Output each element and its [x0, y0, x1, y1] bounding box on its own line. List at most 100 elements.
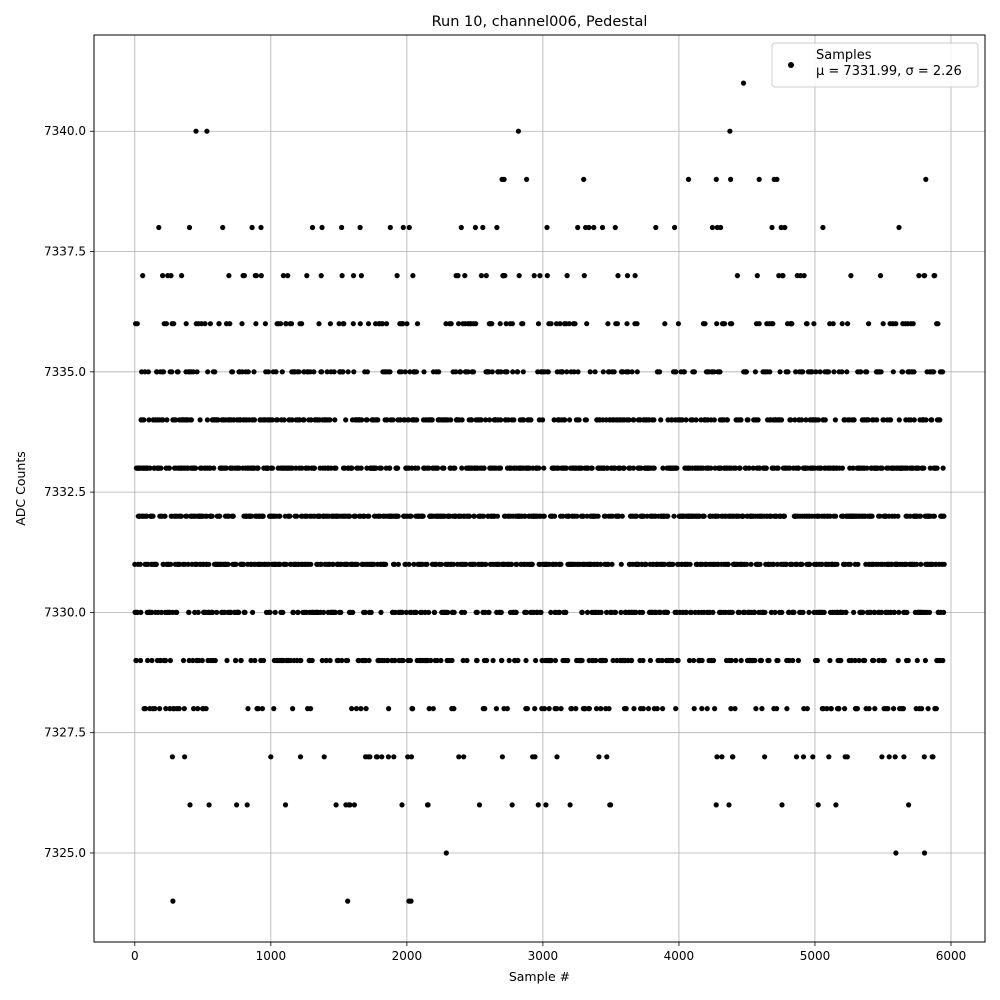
data-point	[244, 802, 250, 808]
data-point	[896, 417, 902, 423]
data-point	[817, 369, 823, 375]
data-point	[426, 706, 432, 712]
data-point	[809, 369, 815, 375]
data-point	[775, 465, 781, 471]
data-point	[471, 513, 477, 519]
data-point	[476, 802, 483, 808]
data-point	[766, 657, 772, 664]
data-point	[511, 417, 517, 423]
data-point	[629, 657, 635, 664]
data-point	[158, 609, 165, 616]
data-point	[379, 754, 385, 760]
data-point	[272, 609, 278, 616]
data-point	[563, 609, 569, 616]
data-point	[358, 465, 364, 471]
data-point	[408, 513, 414, 519]
data-point	[182, 754, 188, 760]
data-point	[332, 417, 338, 423]
data-point	[631, 706, 637, 712]
data-point	[234, 802, 240, 808]
data-point	[740, 513, 746, 519]
data-point	[815, 802, 821, 808]
data-point	[529, 561, 535, 567]
data-point	[142, 706, 148, 712]
data-point	[470, 369, 477, 375]
data-point	[174, 609, 180, 616]
data-point	[880, 321, 886, 327]
data-point	[793, 754, 800, 760]
data-point	[283, 561, 289, 567]
data-point	[253, 273, 259, 279]
data-point	[451, 706, 457, 712]
data-point	[308, 417, 314, 423]
data-point	[204, 128, 210, 134]
data-point	[538, 609, 544, 616]
data-point	[352, 513, 359, 519]
data-point	[658, 417, 664, 423]
data-point	[212, 657, 218, 664]
data-point	[277, 561, 283, 567]
data-point	[797, 273, 804, 279]
data-point	[400, 657, 406, 664]
data-point	[289, 465, 295, 471]
data-point	[375, 417, 381, 423]
data-point	[728, 657, 735, 664]
data-point	[258, 273, 264, 279]
data-point	[523, 657, 529, 664]
data-point	[287, 513, 293, 519]
data-point	[399, 609, 405, 616]
data-point	[230, 513, 236, 519]
data-point	[464, 657, 470, 664]
data-point	[744, 561, 750, 567]
data-point	[595, 513, 601, 519]
data-point	[207, 321, 213, 327]
data-point	[521, 417, 527, 423]
data-point	[752, 609, 758, 616]
data-point	[791, 609, 797, 616]
data-point	[378, 609, 384, 616]
data-point	[927, 465, 933, 471]
data-point	[443, 321, 449, 327]
data-point	[762, 754, 768, 760]
data-point	[353, 706, 360, 712]
data-point	[347, 802, 353, 808]
data-point	[665, 513, 671, 519]
data-point	[498, 609, 504, 616]
data-point	[391, 754, 397, 760]
data-point	[820, 224, 826, 231]
data-point	[826, 369, 832, 375]
data-point	[792, 417, 798, 423]
legend-series-label: Samples	[816, 48, 872, 63]
x-axis-label: Sample #	[509, 969, 570, 984]
data-point	[163, 657, 169, 664]
data-point	[186, 657, 192, 664]
y-tick-label: 7337.5	[44, 245, 86, 259]
data-point	[659, 657, 665, 664]
data-point	[509, 802, 515, 808]
data-point	[358, 706, 364, 712]
data-point	[821, 609, 827, 616]
data-point	[865, 417, 871, 423]
data-point	[414, 321, 421, 327]
chart-title: Run 10, channel006, Pedestal	[432, 14, 648, 30]
data-point	[683, 609, 689, 616]
data-point	[681, 369, 688, 375]
data-point	[640, 657, 646, 664]
data-point	[683, 417, 689, 423]
data-point	[144, 513, 150, 519]
data-point	[354, 561, 360, 567]
data-point	[258, 224, 264, 231]
data-point	[482, 417, 489, 423]
data-point	[514, 561, 520, 567]
data-point	[921, 465, 927, 471]
data-point	[366, 513, 372, 519]
data-point	[386, 706, 392, 712]
data-point	[357, 224, 363, 231]
data-point	[878, 369, 884, 375]
data-point	[509, 321, 515, 327]
data-point	[384, 417, 390, 423]
data-point	[455, 273, 461, 279]
data-point	[615, 273, 621, 279]
data-point	[879, 754, 885, 760]
data-point	[343, 417, 349, 423]
